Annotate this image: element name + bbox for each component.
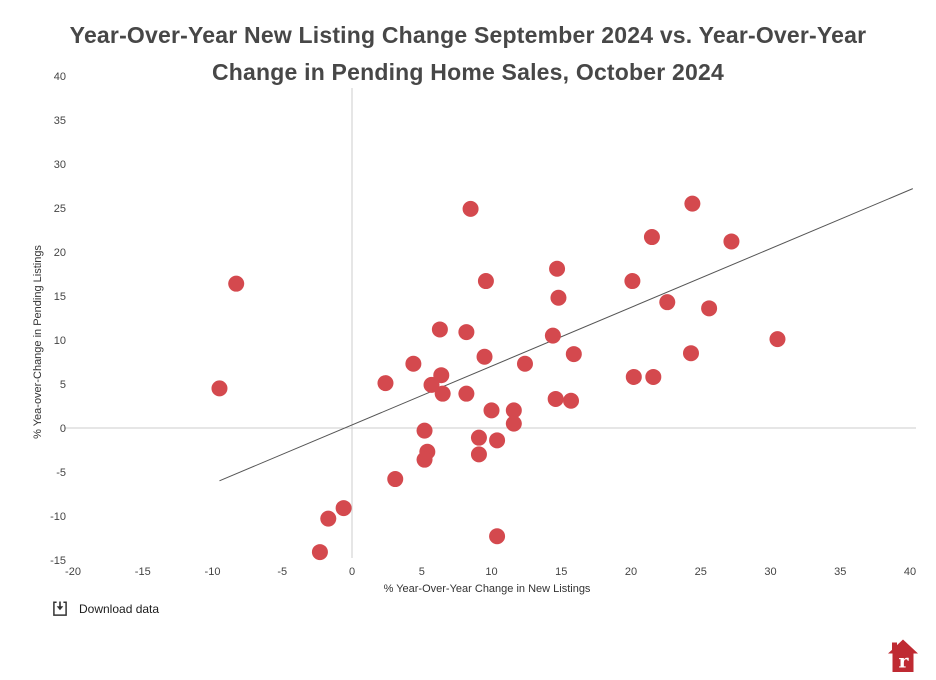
scatter-point: [416, 422, 433, 439]
scatter-point: [335, 500, 352, 517]
scatter-point: [423, 376, 440, 393]
logo-roof: [888, 639, 918, 654]
scatter-point: [643, 229, 660, 246]
scatter-point: [549, 260, 566, 277]
svg-text:-10: -10: [50, 511, 66, 523]
scatter-point: [659, 294, 676, 311]
scatter-point: [462, 200, 479, 217]
scatter-point: [684, 195, 701, 212]
scatter-points: [211, 195, 786, 561]
scatter-point: [625, 368, 642, 385]
scatter-point: [516, 355, 533, 372]
scatter-point: [387, 471, 404, 488]
scatter-point: [228, 275, 245, 292]
scatter-point: [645, 368, 662, 385]
logo-house-body: [892, 651, 914, 672]
scatter-point: [547, 390, 564, 407]
trend-line: [219, 188, 913, 482]
chart-title: Year-Over-Year New Listing Change Septem…: [0, 17, 936, 91]
svg-text:25: 25: [695, 566, 707, 578]
x-axis-title: % Year-Over-Year Change in New Listings: [384, 583, 591, 595]
download-data-label: Download data: [79, 602, 160, 616]
svg-text:15: 15: [54, 291, 66, 303]
svg-text:40: 40: [904, 566, 916, 578]
scatter-point: [416, 451, 433, 468]
scatter-point: [682, 345, 699, 362]
svg-text:5: 5: [60, 379, 66, 391]
scatter-point: [470, 429, 487, 446]
scatter-point: [320, 510, 337, 527]
svg-text:-15: -15: [135, 566, 151, 578]
scatter-point: [563, 392, 580, 409]
zero-gridlines: [64, 88, 916, 558]
scatter-point: [544, 327, 561, 344]
scatter-point: [476, 348, 493, 365]
svg-text:-10: -10: [205, 566, 221, 578]
scatter-point: [624, 273, 641, 290]
svg-text:35: 35: [54, 115, 66, 127]
scatter-point: [505, 415, 522, 432]
svg-text:25: 25: [54, 203, 66, 215]
logo-chimney: [892, 642, 897, 652]
svg-text:-15: -15: [50, 555, 66, 567]
download-data-button[interactable]: Download data: [52, 601, 159, 617]
svg-text:5: 5: [419, 566, 425, 578]
scatter-point: [458, 324, 475, 341]
scatter-point: [723, 233, 740, 250]
scatter-point: [377, 375, 394, 392]
scatter-point: [431, 321, 448, 338]
scatter-point: [483, 402, 500, 419]
scatter-point: [565, 346, 582, 363]
svg-text:10: 10: [485, 566, 497, 578]
scatter-point: [433, 367, 450, 384]
svg-text:0: 0: [349, 566, 355, 578]
scatter-point: [489, 432, 506, 449]
x-axis-tick-labels: -20 -15 -10 -5 0 5 10 15 20 25 30 35 40: [65, 566, 916, 578]
scatter-point: [405, 355, 422, 372]
download-icon: [53, 601, 67, 616]
svg-text:30: 30: [54, 159, 66, 171]
svg-text:-20: -20: [65, 566, 81, 578]
svg-text:30: 30: [764, 566, 776, 578]
svg-text:20: 20: [625, 566, 637, 578]
svg-text:-5: -5: [56, 467, 66, 479]
scatter-point: [470, 446, 487, 463]
svg-text:10: 10: [54, 335, 66, 347]
scatter-point: [769, 331, 786, 348]
scatter-point: [434, 385, 451, 402]
scatter-point: [311, 544, 328, 561]
svg-text:15: 15: [555, 566, 567, 578]
scatter-point: [505, 402, 522, 419]
chart-title-line2: Change in Pending Home Sales, October 20…: [212, 59, 724, 85]
y-axis-tick-labels: -15 -10 -5 0 5 10 15 20 25 30 35 40: [50, 71, 66, 567]
svg-text:20: 20: [54, 247, 66, 259]
svg-text:40: 40: [54, 71, 66, 83]
y-axis-title: % Yea-over-Change in Pending Listings: [32, 245, 44, 439]
scatter-point: [550, 289, 567, 306]
logo-letter-r: r: [898, 651, 909, 673]
redfin-logo: r: [888, 639, 918, 672]
svg-text:35: 35: [834, 566, 846, 578]
scatter-point: [477, 273, 494, 290]
scatter-point: [489, 528, 506, 545]
chart-title-line1: Year-Over-Year New Listing Change Septem…: [69, 22, 867, 48]
scatter-point: [701, 300, 718, 317]
svg-text:-5: -5: [277, 566, 287, 578]
scatter-point: [458, 385, 475, 402]
svg-text:0: 0: [60, 423, 66, 435]
scatter-point: [211, 380, 228, 397]
